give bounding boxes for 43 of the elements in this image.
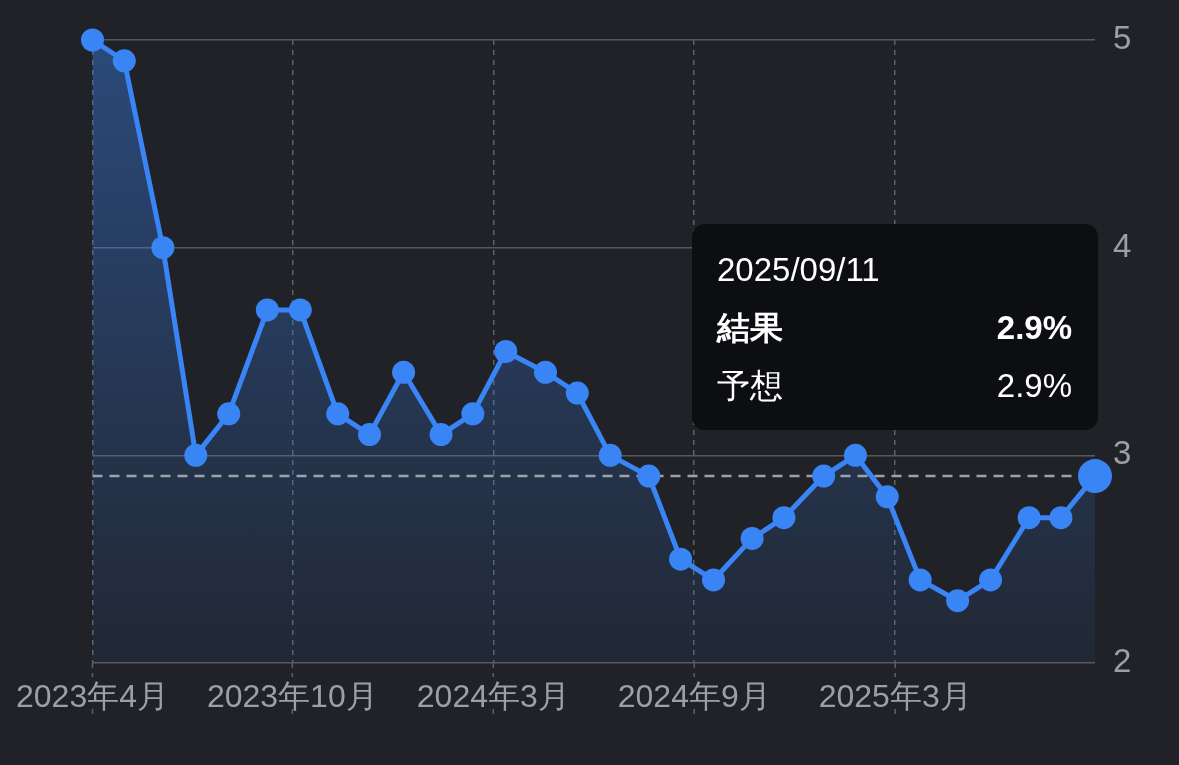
point bbox=[875, 485, 899, 509]
x-tick-label: 2024年9月 bbox=[617, 678, 771, 715]
point bbox=[429, 423, 453, 447]
x-tick-label: 2024年3月 bbox=[416, 678, 570, 715]
point bbox=[151, 236, 175, 260]
point bbox=[461, 402, 485, 426]
point bbox=[637, 464, 661, 488]
point bbox=[217, 402, 241, 426]
y-tick-label: 2 bbox=[1113, 642, 1132, 680]
point bbox=[565, 381, 589, 405]
point bbox=[184, 443, 208, 467]
point bbox=[358, 423, 382, 447]
point bbox=[1049, 506, 1073, 530]
point bbox=[843, 443, 867, 467]
y-tick-label: 3 bbox=[1113, 434, 1132, 472]
point bbox=[669, 547, 693, 571]
x-tick-label: 2023年4月 bbox=[16, 678, 169, 715]
point bbox=[80, 28, 104, 52]
point bbox=[740, 526, 764, 550]
point bbox=[533, 360, 557, 384]
point bbox=[979, 568, 1003, 592]
point bbox=[392, 360, 416, 384]
x-tick-label: 2023年10月 bbox=[206, 678, 378, 715]
annotation: 2025/09/11 bbox=[717, 250, 880, 290]
point bbox=[326, 402, 350, 426]
point bbox=[288, 298, 312, 322]
point bbox=[812, 464, 836, 488]
point bbox=[255, 298, 279, 322]
point bbox=[1017, 506, 1041, 530]
annotation: 結果 bbox=[717, 308, 783, 348]
x-tick-label: 2025年3月 bbox=[818, 678, 972, 715]
annotation: 2.9% bbox=[996, 366, 1072, 406]
point bbox=[946, 589, 970, 613]
y-tick-label: 5 bbox=[1113, 19, 1132, 57]
point bbox=[702, 568, 726, 592]
point bbox=[772, 506, 796, 530]
point bbox=[598, 443, 622, 467]
point bbox=[908, 568, 932, 592]
annotation: 予想 bbox=[717, 366, 783, 406]
point bbox=[112, 49, 136, 73]
y-tick-label: 4 bbox=[1113, 226, 1132, 264]
annotation: 2.9% bbox=[996, 308, 1072, 348]
point bbox=[494, 340, 518, 363]
